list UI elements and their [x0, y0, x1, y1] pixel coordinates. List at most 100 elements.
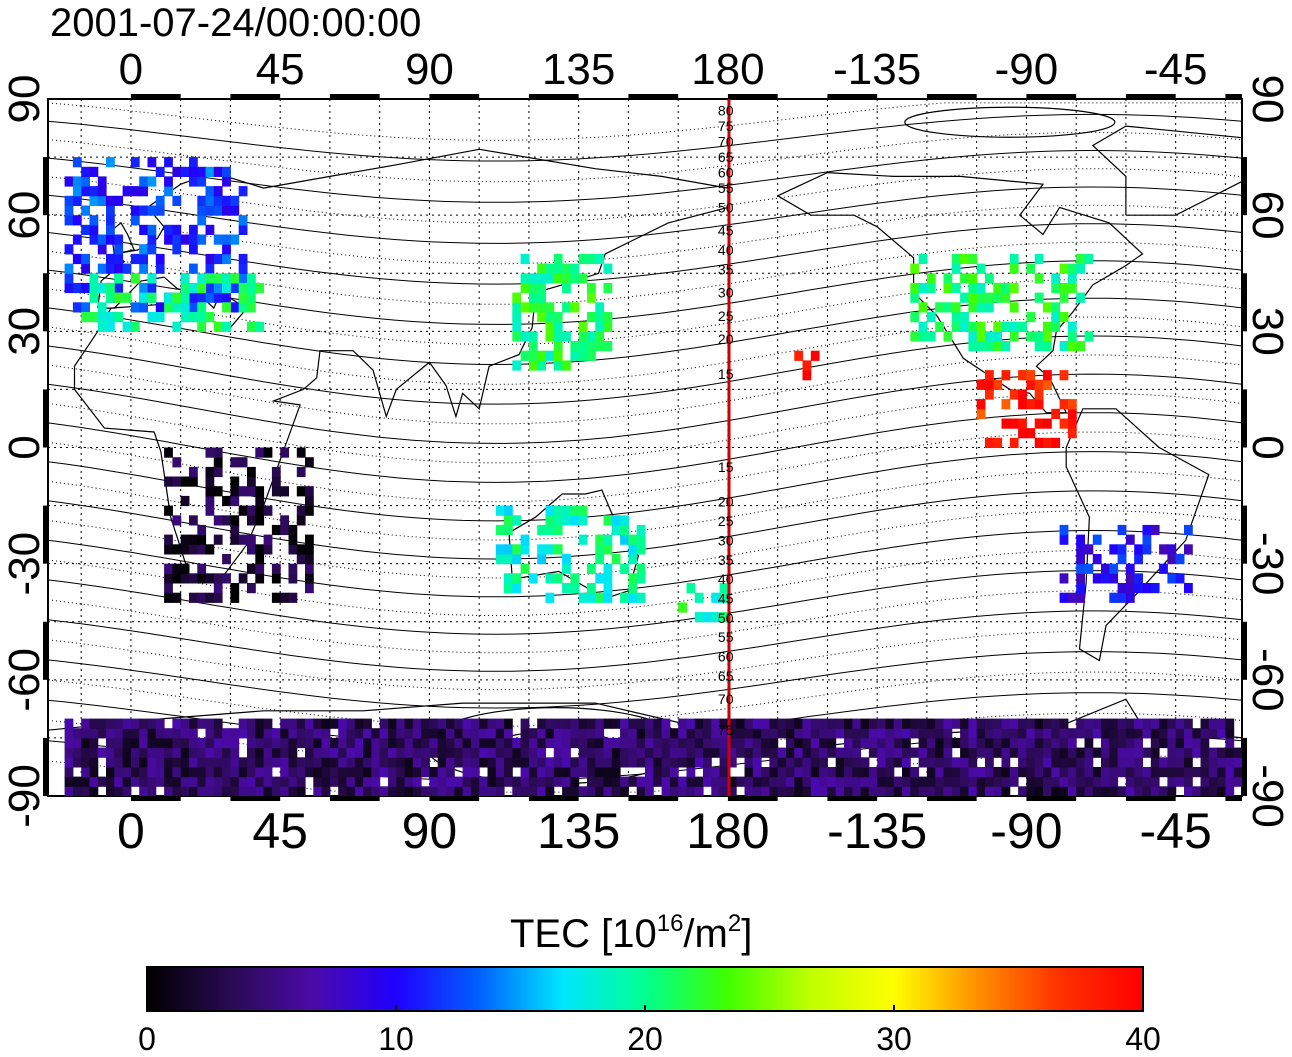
tec-cell: [1175, 757, 1185, 768]
tec-cell: [537, 350, 546, 361]
contour-line: [48, 354, 1242, 425]
tec-cell: [777, 757, 787, 768]
tec-cell: [139, 776, 148, 787]
tec-cell: [421, 728, 430, 739]
tec-cell: [64, 215, 74, 226]
tec-cell: [1059, 312, 1069, 323]
contour-line: [48, 131, 1242, 183]
tec-cell: [777, 728, 787, 739]
contour-line: [48, 431, 1242, 503]
tec-cell: [1026, 718, 1036, 729]
tec-cell: [1051, 737, 1061, 749]
tec-cell: [363, 767, 372, 778]
colorbar-title-exp2: 2: [728, 910, 741, 937]
tec-cell: [636, 728, 646, 739]
tec-cell: [1076, 767, 1085, 778]
tec-cell: [827, 776, 837, 787]
tec-cell: [1009, 263, 1019, 274]
tec-cell: [139, 176, 148, 187]
tec-cell: [761, 718, 770, 729]
tec-cell: [1034, 418, 1044, 429]
tec-cell: [719, 767, 729, 778]
tec-cell: [1184, 786, 1193, 796]
tec-cell: [976, 302, 986, 313]
tec-cell: [1101, 747, 1110, 758]
tec-cell: [230, 728, 240, 739]
tec-cell: [222, 176, 231, 187]
tec-cell: [97, 718, 107, 729]
tec-cell: [587, 563, 596, 574]
tec-cell: [205, 776, 215, 787]
tec-cell: [1067, 747, 1077, 758]
tec-cell: [462, 737, 472, 749]
tec-cell: [512, 321, 522, 332]
tec-cell: [155, 195, 165, 206]
tec-cell: [288, 737, 298, 749]
tec-cell: [620, 786, 629, 796]
tec-cell: [844, 747, 853, 758]
tec-cell: [877, 747, 886, 758]
tec-cell: [205, 447, 215, 458]
tec-cell: [993, 437, 1003, 448]
tec-cell: [902, 786, 911, 796]
tec-cell: [1092, 534, 1102, 545]
tec-cell: [1159, 737, 1168, 749]
frame-bar-bottom: [827, 796, 878, 801]
tec-cell: [1125, 776, 1135, 787]
tec-cell: [222, 747, 231, 758]
tec-cell: [213, 166, 223, 177]
tec-cell: [537, 312, 546, 323]
tec-cell: [1175, 776, 1185, 787]
tec-cell: [271, 747, 281, 758]
tec-cell: [777, 718, 787, 729]
tec-cell: [354, 718, 364, 729]
tec-cell: [487, 737, 497, 749]
tec-cell: [703, 728, 712, 739]
tec-cell: [346, 767, 356, 778]
tec-cell: [893, 718, 903, 729]
tec-cell: [802, 718, 812, 729]
tec-cell: [1101, 563, 1110, 574]
tec-cell: [1134, 757, 1143, 768]
tec-cell: [1059, 728, 1069, 739]
tec-cell: [313, 747, 323, 758]
tec-cell: [1134, 728, 1143, 739]
tec-cell: [926, 737, 936, 749]
tec-cell: [247, 476, 256, 487]
tec-cell: [147, 747, 157, 758]
tec-cell: [537, 554, 546, 565]
tec-cell: [918, 757, 928, 768]
tec-cell: [976, 408, 986, 419]
tec-cell: [180, 292, 190, 303]
tec-cell: [97, 776, 107, 787]
tec-cell: [636, 747, 646, 758]
tec-cell: [926, 273, 936, 284]
tec-cell: [189, 747, 198, 758]
tec-cell: [446, 737, 455, 749]
tec-cell: [1034, 757, 1044, 768]
tec-cell: [81, 186, 90, 197]
tec-cell: [155, 747, 165, 758]
tec-cell: [288, 776, 298, 787]
tec-cell: [404, 728, 414, 739]
tec-cell: [114, 767, 124, 778]
tec-cell: [222, 321, 231, 332]
tec-cell: [1076, 253, 1085, 265]
tec-cell: [1117, 757, 1127, 768]
frame-bar-bottom: [628, 796, 679, 801]
tec-cell: [1101, 776, 1110, 787]
maglat-label-north: 20: [718, 331, 734, 347]
tec-cell: [462, 718, 472, 729]
tec-cell: [711, 592, 721, 603]
tec-cell: [570, 341, 580, 352]
tec-cell: [951, 718, 961, 729]
tec-cell: [852, 728, 862, 739]
tec-cell: [943, 747, 953, 758]
tec-cell: [238, 457, 248, 468]
tec-cell: [1184, 737, 1193, 749]
lat-tick-left: 90: [0, 75, 49, 124]
tec-cell: [918, 737, 928, 749]
tec-cell: [1034, 341, 1044, 352]
tec-cell: [89, 767, 99, 778]
tec-cell: [943, 302, 953, 313]
